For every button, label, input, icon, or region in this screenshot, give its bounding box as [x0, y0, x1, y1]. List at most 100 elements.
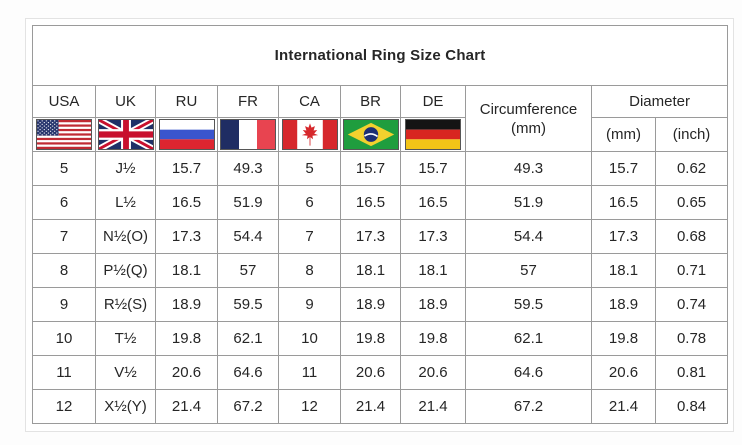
table-cell: 11 — [32, 355, 96, 390]
table-cell: 0.71 — [654, 253, 729, 288]
table-cell: 18.1 — [155, 253, 218, 288]
uk-flag-icon — [97, 119, 154, 150]
flag-cell-uk — [95, 117, 156, 152]
table-cell: V½ — [95, 355, 156, 390]
table-cell: 67.2 — [465, 389, 592, 424]
table-cell: 59.5 — [217, 287, 279, 322]
table-cell: 17.3 — [155, 219, 218, 254]
table-cell: N½(O) — [95, 219, 156, 254]
table-row: 10 T½ 19.8 62.1 10 19.8 19.8 62.1 19.8 0… — [32, 321, 729, 356]
table-cell: R½(S) — [95, 287, 156, 322]
table-cell: 12 — [278, 389, 341, 424]
table-cell: 17.3 — [340, 219, 401, 254]
table-row: 8 P½(Q) 18.1 57 8 18.1 18.1 57 18.1 0.71 — [32, 253, 729, 288]
table-cell: 6 — [32, 185, 96, 220]
col-header-diameter: Diameter — [590, 85, 729, 118]
table-cell: 18.9 — [340, 287, 401, 322]
table-cell: 20.6 — [400, 355, 466, 390]
header-flags-row: (mm) (inch) — [32, 117, 729, 152]
table-cell: 19.8 — [155, 321, 218, 356]
title-row: International Ring Size Chart — [31, 25, 729, 86]
table-cell: 59.5 — [465, 287, 592, 322]
col-header-usa: USA — [32, 85, 96, 118]
table-cell: 67.2 — [217, 389, 279, 424]
circumference-unit: (mm) — [511, 119, 546, 137]
table-cell: 6 — [278, 185, 341, 220]
table-cell: T½ — [95, 321, 156, 356]
table-cell: 12 — [32, 389, 96, 424]
table-cell: 51.9 — [217, 185, 279, 220]
table-cell: 54.4 — [465, 219, 592, 254]
flag-cell-ru — [155, 117, 218, 152]
col-header-uk: UK — [95, 85, 156, 118]
circumference-label: Circumference — [479, 100, 578, 118]
table-cell: 0.62 — [654, 151, 729, 186]
flag-cell-usa — [32, 117, 96, 152]
table-cell: 21.4 — [155, 389, 218, 424]
table-cell: 15.7 — [340, 151, 401, 186]
table-row: 5 J½ 15.7 49.3 5 15.7 15.7 49.3 15.7 0.6… — [32, 151, 729, 186]
col-header-circumference: Circumference (mm) — [465, 85, 592, 152]
russia-flag-icon — [158, 119, 215, 150]
page-title: International Ring Size Chart — [31, 25, 729, 86]
table-cell: 20.6 — [155, 355, 218, 390]
table-cell: 16.5 — [155, 185, 218, 220]
col-header-br: BR — [340, 85, 401, 118]
table-cell: 19.8 — [340, 321, 401, 356]
table-cell: 49.3 — [465, 151, 592, 186]
table-cell: P½(Q) — [95, 253, 156, 288]
table-cell: 10 — [32, 321, 96, 356]
table-cell: 49.3 — [217, 151, 279, 186]
table-cell: 8 — [278, 253, 341, 288]
table-cell: X½(Y) — [95, 389, 156, 424]
usa-flag-icon — [36, 119, 92, 150]
table-cell: 7 — [278, 219, 341, 254]
chart-frame: International Ring Size Chart USA UK RU … — [25, 18, 734, 432]
col-header-diameter-inch: (inch) — [654, 117, 729, 152]
table-cell: 57 — [465, 253, 592, 288]
table-cell: 15.7 — [155, 151, 218, 186]
table-cell: 16.5 — [400, 185, 466, 220]
header-names-row: USA UK RU FR CA BR DE Circumference (mm)… — [32, 85, 729, 152]
table-cell: 21.4 — [591, 389, 656, 424]
table-cell: 8 — [32, 253, 96, 288]
table-cell: 18.9 — [155, 287, 218, 322]
table-cell: 10 — [278, 321, 341, 356]
table-cell: 7 — [32, 219, 96, 254]
germany-flag-icon — [405, 119, 461, 150]
table-cell: 5 — [278, 151, 341, 186]
table-row: 9 R½(S) 18.9 59.5 9 18.9 18.9 59.5 18.9 … — [32, 287, 729, 322]
flag-cell-ca — [278, 117, 341, 152]
table-cell: L½ — [95, 185, 156, 220]
table-cell: 0.74 — [654, 287, 729, 322]
ring-size-table: International Ring Size Chart USA UK RU … — [31, 25, 729, 424]
flag-cell-br — [340, 117, 401, 152]
table-cell: 0.84 — [654, 389, 729, 424]
table-cell: 0.81 — [654, 355, 729, 390]
flag-cell-de — [400, 117, 466, 152]
table-cell: 9 — [32, 287, 96, 322]
col-header-de: DE — [400, 85, 466, 118]
col-header-ru: RU — [155, 85, 218, 118]
table-cell: 18.9 — [591, 287, 656, 322]
table-row: 11 V½ 20.6 64.6 11 20.6 20.6 64.6 20.6 0… — [32, 355, 729, 390]
table-cell: 21.4 — [400, 389, 466, 424]
table-cell: 62.1 — [465, 321, 592, 356]
table-cell: J½ — [95, 151, 156, 186]
table-cell: 17.3 — [400, 219, 466, 254]
canada-flag-icon — [281, 119, 338, 150]
table-cell: 18.9 — [400, 287, 466, 322]
table-cell: 51.9 — [465, 185, 592, 220]
table-cell: 5 — [32, 151, 96, 186]
table-cell: 9 — [278, 287, 341, 322]
table-cell: 19.8 — [591, 321, 656, 356]
table-cell: 0.68 — [654, 219, 729, 254]
brazil-flag-icon — [342, 119, 399, 150]
flag-cell-fr — [217, 117, 279, 152]
table-cell: 18.1 — [591, 253, 656, 288]
col-header-diameter-mm: (mm) — [591, 117, 656, 152]
table-cell: 16.5 — [340, 185, 401, 220]
table-row: 6 L½ 16.5 51.9 6 16.5 16.5 51.9 16.5 0.6… — [32, 185, 729, 220]
table-cell: 62.1 — [217, 321, 279, 356]
table-cell: 16.5 — [591, 185, 656, 220]
